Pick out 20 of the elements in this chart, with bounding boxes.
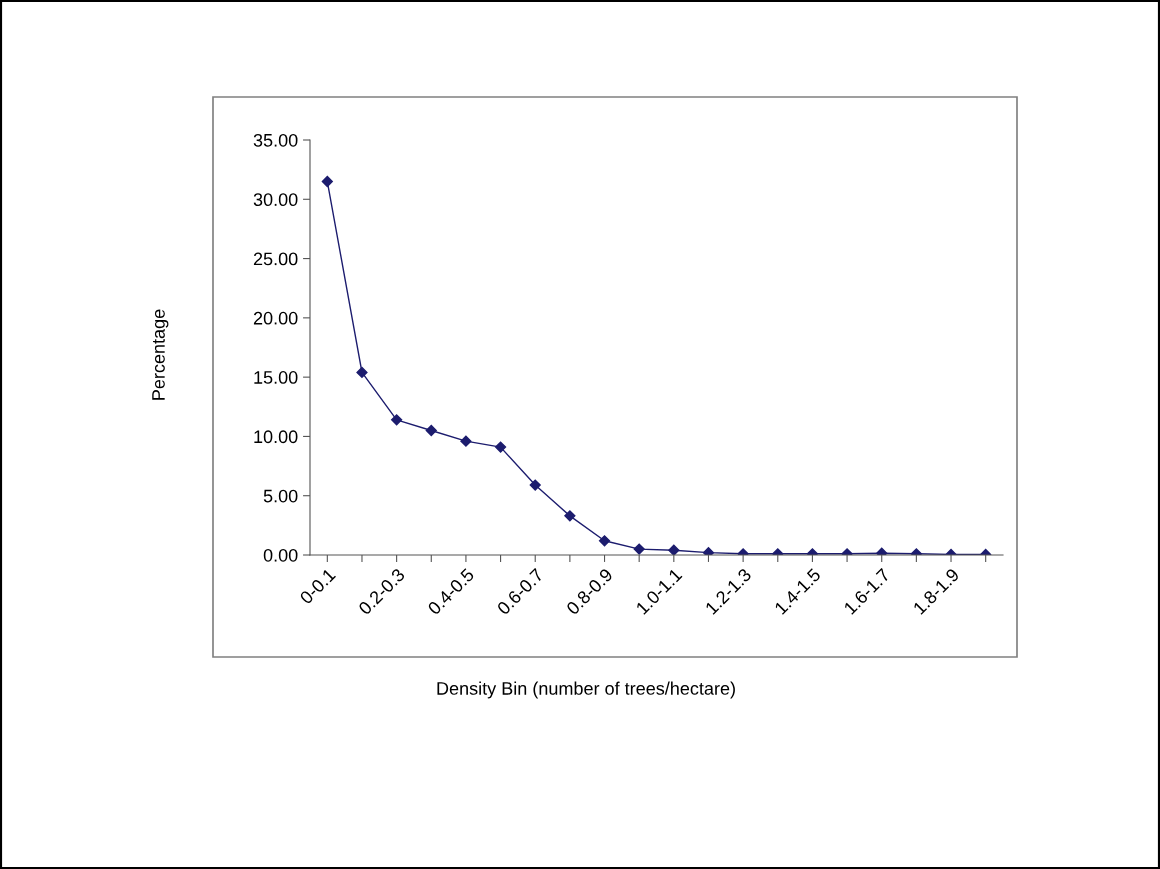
y-axis-title: Percentage [152, 309, 169, 400]
y-tick-label: 35.00 [253, 133, 298, 147]
y-tick-label: 20.00 [253, 311, 298, 325]
point [425, 424, 437, 437]
y-tick-label: 0.00 [263, 548, 298, 562]
point [356, 366, 368, 379]
point [460, 435, 472, 447]
point [564, 510, 576, 522]
y-tick-label: 15.00 [254, 371, 298, 384]
y-tick-label: 30.00 [253, 193, 298, 207]
x-axis-title: Density Bin (number of trees/hectare) [437, 681, 735, 699]
point [633, 543, 645, 555]
point [391, 414, 403, 426]
y-tick-label: 10.00 [254, 430, 298, 444]
point [598, 535, 611, 547]
y-tick-label: 25.00 [253, 252, 298, 266]
point [494, 441, 507, 453]
point [529, 479, 541, 491]
point [668, 544, 680, 555]
y-tick-label: 5.00 [263, 489, 298, 503]
